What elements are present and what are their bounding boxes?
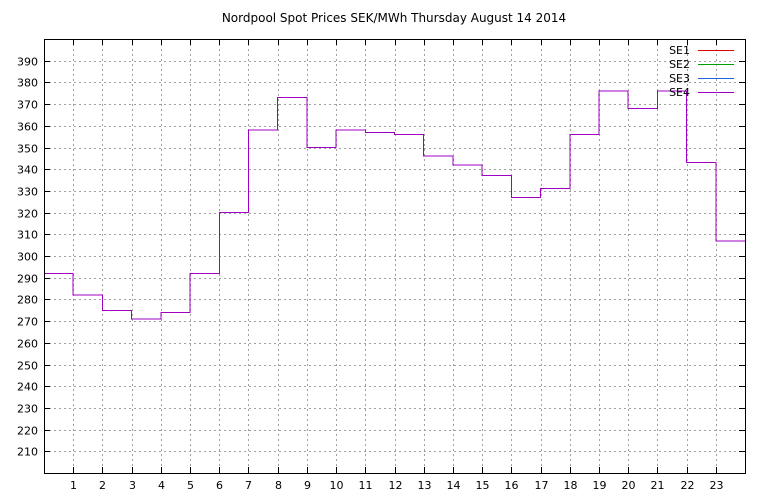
x-tick-label: 18 — [564, 479, 578, 492]
x-tick-label: 4 — [158, 479, 165, 492]
y-tick-label: 250 — [17, 360, 38, 373]
y-tick-label: 270 — [17, 316, 38, 329]
x-tick-label: 20 — [622, 479, 636, 492]
grid — [44, 39, 745, 473]
legend-label-se1: SE1 — [669, 44, 690, 57]
y-tick-label: 320 — [17, 208, 38, 221]
x-tick-label: 2 — [99, 479, 106, 492]
y-tick-label: 380 — [17, 77, 38, 90]
y-tick-label: 230 — [17, 403, 38, 416]
x-tick-label: 12 — [389, 479, 403, 492]
x-tick-label: 16 — [505, 479, 519, 492]
x-tick-label: 11 — [359, 479, 373, 492]
y-tick-label: 240 — [17, 381, 38, 394]
y-tick-label: 260 — [17, 338, 38, 351]
y-tick-label: 220 — [17, 425, 38, 438]
y-tick-label: 370 — [17, 99, 38, 112]
y-tick-label: 390 — [17, 56, 38, 69]
x-tick-label: 1 — [70, 479, 77, 492]
x-tick-label: 6 — [216, 479, 223, 492]
legend-label-se3: SE3 — [669, 72, 690, 85]
x-tick-label: 13 — [418, 479, 432, 492]
x-tick-label: 15 — [476, 479, 490, 492]
y-tick-label: 310 — [17, 229, 38, 242]
series-line-se1 — [44, 90, 745, 320]
x-tick-label: 7 — [245, 479, 252, 492]
series-line-se3 — [44, 90, 745, 320]
x-tick-label: 9 — [304, 479, 311, 492]
y-tick-label: 350 — [17, 143, 38, 156]
y-tick-label: 210 — [17, 446, 38, 459]
x-tick-label: 19 — [593, 479, 607, 492]
x-tick-label: 23 — [710, 479, 724, 492]
y-tick-label: 360 — [17, 121, 38, 134]
series-group — [44, 90, 745, 320]
x-tick-label: 5 — [187, 479, 194, 492]
chart-title: Nordpool Spot Prices SEK/MWh Thursday Au… — [222, 11, 566, 25]
y-tick-label: 300 — [17, 251, 38, 264]
y-tick-label: 330 — [17, 186, 38, 199]
y-tick-label: 340 — [17, 164, 38, 177]
y-tick-label: 280 — [17, 294, 38, 307]
x-tick-label: 14 — [447, 479, 461, 492]
series-line-se4 — [44, 90, 745, 320]
x-tick-label: 8 — [275, 479, 282, 492]
x-tick-label: 10 — [330, 479, 344, 492]
legend-label-se4: SE4 — [669, 86, 690, 99]
axis-ticks: 2102202302402502602702802903003103203303… — [17, 39, 745, 492]
series-line-se2 — [44, 90, 745, 320]
x-tick-label: 3 — [129, 479, 136, 492]
legend-label-se2: SE2 — [669, 58, 690, 71]
y-tick-label: 290 — [17, 273, 38, 286]
x-tick-label: 21 — [651, 479, 665, 492]
x-tick-label: 17 — [535, 479, 549, 492]
x-tick-label: 22 — [681, 479, 695, 492]
